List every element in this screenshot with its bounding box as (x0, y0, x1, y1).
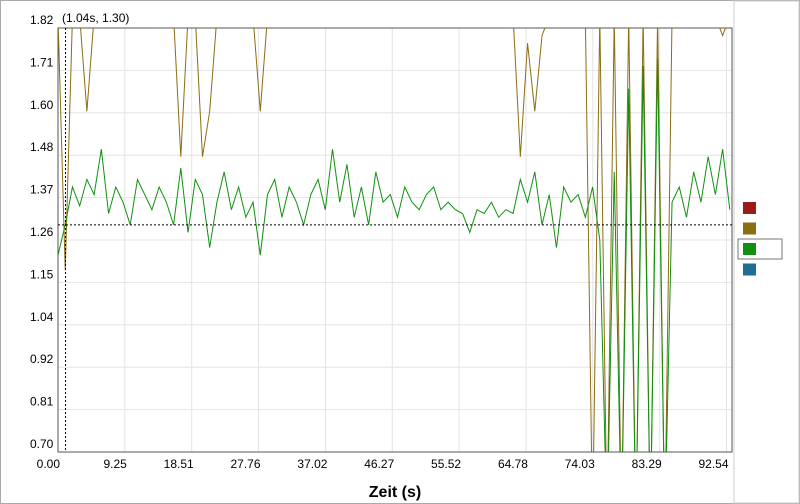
x-tick-label: 55.52 (431, 457, 461, 471)
y-tick-label: 1.71 (30, 55, 54, 69)
series-line (58, 28, 727, 452)
y-tick-label: 1.48 (30, 140, 54, 154)
legend-swatch (743, 263, 756, 276)
y-tick-label: 1.26 (30, 225, 54, 239)
y-tick-label: 0.70 (30, 437, 54, 451)
x-axis-label: Zeit (s) (369, 484, 421, 501)
y-tick-label: 1.60 (30, 98, 54, 112)
x-tick-label: 9.25 (103, 457, 127, 471)
x-tick-label: 64.78 (498, 457, 528, 471)
y-tick-label: 1.82 (30, 13, 54, 27)
plot-border (57, 27, 733, 453)
y-tick-label: 1.04 (30, 310, 54, 324)
x-tick-label: 27.76 (231, 457, 261, 471)
y-tick-label: 0.81 (30, 395, 54, 409)
x-tick-label: 74.03 (565, 457, 595, 471)
y-tick-label: 1.37 (30, 183, 54, 197)
y-tick-label: 1.15 (30, 267, 54, 281)
legend-swatch (743, 202, 756, 214)
x-tick-label: 18.51 (164, 457, 194, 471)
legend-swatch (743, 243, 756, 255)
x-tick-label: 0.00 (37, 457, 61, 471)
x-tick-label: 83.29 (632, 457, 662, 471)
x-tick-label: 92.54 (698, 457, 728, 471)
cursor-annotation: (1.04s, 1.30) (62, 11, 129, 25)
plot-lines (58, 28, 731, 452)
legend-swatch (743, 222, 756, 235)
x-tick-label: 37.02 (297, 457, 327, 471)
series-line (58, 58, 731, 452)
y-tick-label: 0.92 (30, 352, 54, 366)
x-tick-label: 46.27 (364, 457, 394, 471)
